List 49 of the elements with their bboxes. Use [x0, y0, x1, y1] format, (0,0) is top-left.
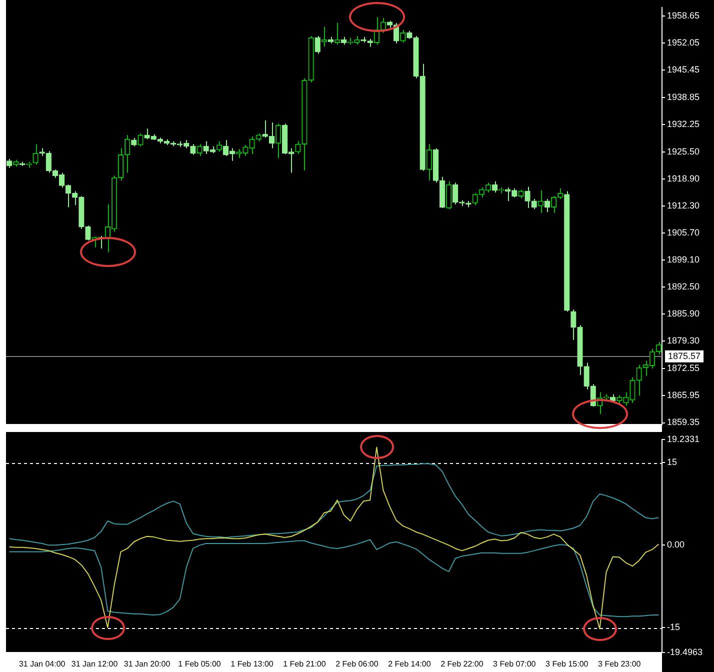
y-tick-label: 1918.90 — [667, 173, 700, 184]
y-tick-label: 1945.45 — [667, 64, 700, 75]
x-tick-label: 2 Feb 14:00 — [388, 659, 432, 668]
candlestick — [216, 140, 222, 152]
x-tick-label: 3 Feb 15:00 — [546, 659, 589, 668]
y-tick-label: -19.4963 — [667, 646, 703, 657]
y-tick-label: 0.00 — [667, 540, 685, 550]
candlestick — [524, 186, 530, 209]
y-tick-label: 1859.35 — [667, 417, 700, 428]
x-tick-label: 31 Jan 12:00 — [71, 659, 118, 668]
y-tick-label: 1905.70 — [667, 227, 700, 238]
candlestick — [538, 190, 544, 214]
candlestick — [275, 123, 282, 159]
candlestick — [472, 192, 478, 206]
candlestick — [426, 144, 432, 182]
y-tick-label: 1865.95 — [667, 390, 700, 400]
candlestick — [400, 29, 406, 44]
y-tick-label: 1885.90 — [667, 308, 700, 319]
y-tick-label: 15 — [667, 457, 678, 468]
candlestick — [314, 36, 320, 54]
x-tick-label: 31 Jan 20:00 — [124, 659, 171, 668]
x-tick-label: 1 Feb 13:00 — [230, 659, 274, 668]
y-tick-label: 19.2331 — [667, 434, 700, 444]
candlestick — [446, 180, 452, 210]
y-tick-label: 1958.65 — [667, 10, 700, 21]
x-tick-label: 1 Feb 21:00 — [283, 659, 326, 668]
y-tick-label: 1892.50 — [667, 282, 700, 292]
candlestick — [6, 158, 12, 168]
x-tick-label: 3 Feb 07:00 — [493, 659, 536, 668]
x-tick-label: 3 Feb 23:00 — [598, 659, 642, 668]
y-tick-label: 1879.30 — [667, 336, 700, 346]
y-tick-label: 1899.10 — [667, 254, 700, 264]
y-tick-label: -15 — [667, 622, 680, 632]
candlestick — [196, 144, 202, 157]
y-tick-label: 1932.25 — [667, 118, 700, 129]
y-tick-label: 1912.30 — [667, 200, 700, 210]
candlestick — [138, 133, 144, 147]
ref-line-label: 1875.57 — [668, 350, 701, 361]
candlestick — [531, 198, 537, 210]
y-tick-label: 1872.55 — [667, 363, 700, 374]
candlestick — [334, 22, 340, 46]
y-tick-label: 1938.85 — [667, 92, 700, 102]
x-tick-label: 31 Jan 04:00 — [18, 659, 66, 668]
x-tick-label: 1 Feb 05:00 — [178, 659, 222, 668]
y-tick-label: 1952.05 — [667, 38, 700, 48]
candlestick — [32, 144, 38, 166]
y-tick-label: 1925.50 — [667, 146, 700, 156]
x-tick-label: 2 Feb 06:00 — [336, 659, 379, 668]
x-tick-label: 2 Feb 22:00 — [440, 659, 484, 668]
